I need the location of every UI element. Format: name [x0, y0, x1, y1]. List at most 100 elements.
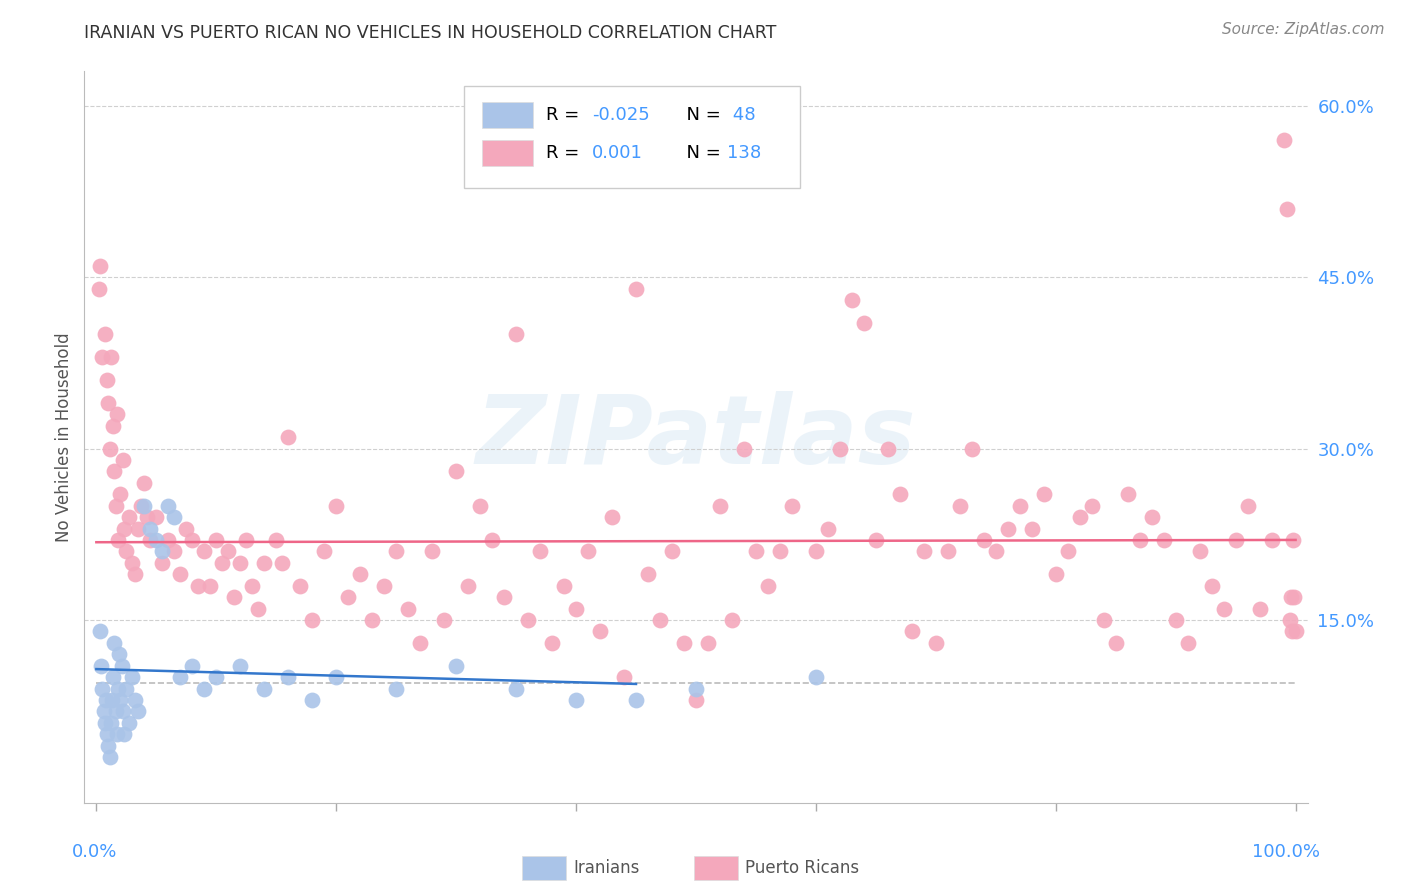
Point [134, 475, 156, 490]
Y-axis label: No Vehicles in Household: No Vehicles in Household [55, 332, 73, 542]
Point [1032, 487, 1054, 501]
Point [420, 544, 443, 558]
Point [769, 544, 792, 558]
Point [385, 681, 408, 696]
Point [1105, 636, 1128, 650]
Point [290, 579, 312, 593]
Text: Iranians: Iranians [574, 859, 640, 877]
Point [97, 739, 120, 753]
Point [118, 715, 141, 730]
Point [205, 670, 228, 684]
Point [103, 636, 125, 650]
Point [110, 693, 132, 707]
Point [134, 499, 156, 513]
Point [98, 750, 121, 764]
Point [1284, 624, 1306, 639]
Point [697, 636, 720, 650]
Point [1236, 499, 1258, 513]
Point [121, 556, 143, 570]
Text: 0.0%: 0.0% [72, 843, 118, 861]
Text: 0.001: 0.001 [592, 145, 643, 162]
Point [1164, 613, 1187, 627]
Point [1201, 579, 1223, 593]
Point [104, 705, 127, 719]
Point [457, 579, 479, 593]
Point [163, 544, 186, 558]
Point [373, 579, 395, 593]
Point [193, 544, 215, 558]
Point [648, 613, 671, 627]
Point [110, 487, 132, 501]
Point [396, 601, 419, 615]
Point [1188, 544, 1211, 558]
Point [468, 499, 491, 513]
Point [301, 613, 323, 627]
Point [1045, 567, 1067, 582]
Point [200, 579, 222, 593]
Point [756, 579, 779, 593]
Point [205, 533, 228, 547]
Text: IRANIAN VS PUERTO RICAN NO VEHICLES IN HOUSEHOLD CORRELATION CHART: IRANIAN VS PUERTO RICAN NO VEHICLES IN H… [84, 24, 776, 42]
Point [1249, 601, 1271, 615]
Point [444, 658, 467, 673]
Point [90, 658, 112, 673]
Point [1278, 613, 1301, 627]
Point [108, 647, 131, 661]
Point [89, 624, 111, 639]
Point [984, 544, 1007, 558]
Point [224, 590, 246, 604]
Point [127, 705, 149, 719]
Point [96, 373, 118, 387]
Point [97, 396, 120, 410]
Point [211, 556, 233, 570]
Point [169, 670, 191, 684]
Point [100, 715, 122, 730]
Point [361, 613, 384, 627]
Point [481, 533, 503, 547]
Point [624, 693, 647, 707]
Point [589, 624, 612, 639]
Point [112, 727, 135, 741]
Point [253, 681, 276, 696]
Point [600, 510, 623, 524]
Point [115, 681, 138, 696]
Point [637, 567, 659, 582]
Point [901, 624, 924, 639]
Point [529, 544, 551, 558]
Point [505, 681, 527, 696]
Point [685, 693, 707, 707]
Point [889, 487, 911, 501]
Point [865, 533, 887, 547]
Point [349, 567, 371, 582]
Point [613, 670, 636, 684]
Point [169, 567, 191, 582]
Point [624, 281, 647, 295]
Point [118, 510, 141, 524]
Point [494, 590, 516, 604]
Point [565, 693, 588, 707]
Point [157, 499, 180, 513]
Point [174, 521, 197, 535]
FancyBboxPatch shape [482, 102, 533, 128]
Point [115, 544, 138, 558]
Point [1092, 613, 1115, 627]
Point [1056, 544, 1078, 558]
Point [841, 293, 863, 307]
Text: N =: N = [675, 106, 727, 124]
Point [240, 579, 263, 593]
Point [541, 636, 564, 650]
Point [121, 670, 143, 684]
Point [110, 658, 132, 673]
Point [103, 464, 125, 478]
Point [733, 442, 755, 456]
Point [745, 544, 768, 558]
Point [101, 670, 124, 684]
Point [337, 590, 360, 604]
Point [925, 636, 948, 650]
Text: R =: R = [546, 106, 585, 124]
Text: R =: R = [546, 145, 591, 162]
Point [91, 350, 114, 364]
Point [576, 544, 599, 558]
FancyBboxPatch shape [482, 140, 533, 167]
Point [997, 521, 1019, 535]
